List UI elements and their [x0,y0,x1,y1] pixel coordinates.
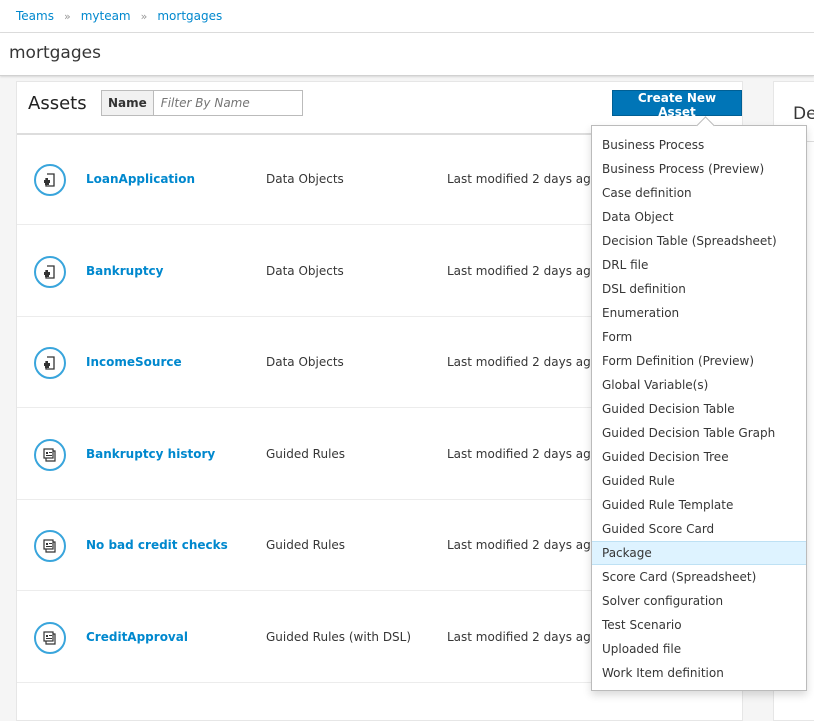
filter-input[interactable] [153,91,302,115]
assets-title: Assets [28,93,87,114]
menu-item[interactable]: Score Card (Spreadsheet) [602,570,757,584]
asset-row: CreditApproval Guided Rules (with DSL) L… [17,592,742,683]
asset-row: LoanApplication Data Objects Last modifi… [17,134,742,225]
menu-item[interactable]: Guided Rule Template [602,498,734,512]
menu-item[interactable]: Guided Rule [602,474,675,488]
guided-rule-icon [34,530,66,562]
asset-name-link[interactable]: Bankruptcy [86,263,164,278]
data-object-icon [34,164,66,196]
asset-name-link[interactable]: CreditApproval [86,629,188,644]
asset-type: Guided Rules (with DSL) [266,629,412,644]
chevron-icon: » [63,10,71,23]
asset-modified: Last modified 2 days ago [447,263,599,278]
asset-modified: Last modified 2 days ago [447,446,599,461]
breadcrumb: Teams » myteam » mortgages [0,0,814,33]
filter-label[interactable]: Name [102,91,154,115]
menu-item[interactable]: Work Item definition [602,666,724,680]
menu-item[interactable]: Form Definition (Preview) [602,354,755,368]
menu-item[interactable]: Business Process (Preview) [602,162,765,176]
right-panel-title: De [793,104,814,124]
asset-modified: Last modified 2 days ago [447,172,599,186]
menu-item[interactable]: Enumeration [602,306,680,320]
data-object-icon [34,347,66,379]
menu-item[interactable]: Global Variable(s) [602,378,709,392]
asset-row: Bankruptcy history Guided Rules Last mod… [17,409,742,500]
page-title: mortgages [0,33,814,76]
menu-item[interactable]: DRL file [602,258,649,272]
menu-item[interactable]: Case definition [602,186,692,200]
asset-name-link[interactable]: LoanApplication [86,172,196,186]
menu-item[interactable]: Guided Decision Table [602,402,735,416]
menu-item[interactable]: Solver configuration [602,594,724,608]
filter-group: Name [101,90,303,116]
menu-item[interactable]: Decision Table (Spreadsheet) [602,234,777,248]
menu-item[interactable]: Guided Decision Table Graph [602,426,776,440]
menu-item[interactable]: Business Process [602,138,705,152]
menu-item[interactable]: Package [592,541,806,565]
asset-type: Guided Rules [266,538,346,552]
asset-type: Guided Rules [266,446,346,461]
menu-item[interactable]: Form [602,330,633,344]
chevron-icon: » [140,10,148,23]
breadcrumb-myteam[interactable]: myteam [80,9,131,23]
data-object-icon [34,255,66,288]
menu-item[interactable]: DSL definition [602,282,686,296]
asset-modified: Last modified 2 days ago [447,538,599,552]
breadcrumb-mortgages[interactable]: mortgages [157,9,223,23]
asset-type: Data Objects [266,355,344,369]
guided-rule-icon [34,621,66,654]
menu-item[interactable]: Guided Score Card [602,522,715,536]
asset-name-link[interactable]: IncomeSource [86,355,182,369]
asset-name-link[interactable]: No bad credit checks [86,538,228,552]
menu-item[interactable]: Test Scenario [602,618,682,632]
asset-name-link[interactable]: Bankruptcy history [86,446,216,461]
create-asset-dropdown: Business Process Business Process (Previe… [591,125,807,691]
menu-item[interactable]: Uploaded file [602,642,682,656]
asset-row: Bankruptcy Data Objects Last modified 2 … [17,226,742,317]
breadcrumb-teams[interactable]: Teams [16,9,54,23]
asset-modified: Last modified 2 days ago [447,629,599,644]
create-new-asset-button[interactable]: Create New Asset [612,90,742,119]
asset-type: Data Objects [266,172,344,186]
asset-row: IncomeSource Data Objects Last modified … [17,317,742,408]
menu-item[interactable]: Data Object [602,210,674,224]
assets-header: Assets Name Create New Asset [17,82,742,135]
asset-type: Data Objects [266,263,344,278]
menu-item[interactable]: Guided Decision Tree [602,450,729,464]
asset-row: No bad credit checks Guided Rules Last m… [17,500,742,591]
asset-modified: Last modified 2 days ago [447,355,599,369]
guided-rule-icon [34,438,66,471]
